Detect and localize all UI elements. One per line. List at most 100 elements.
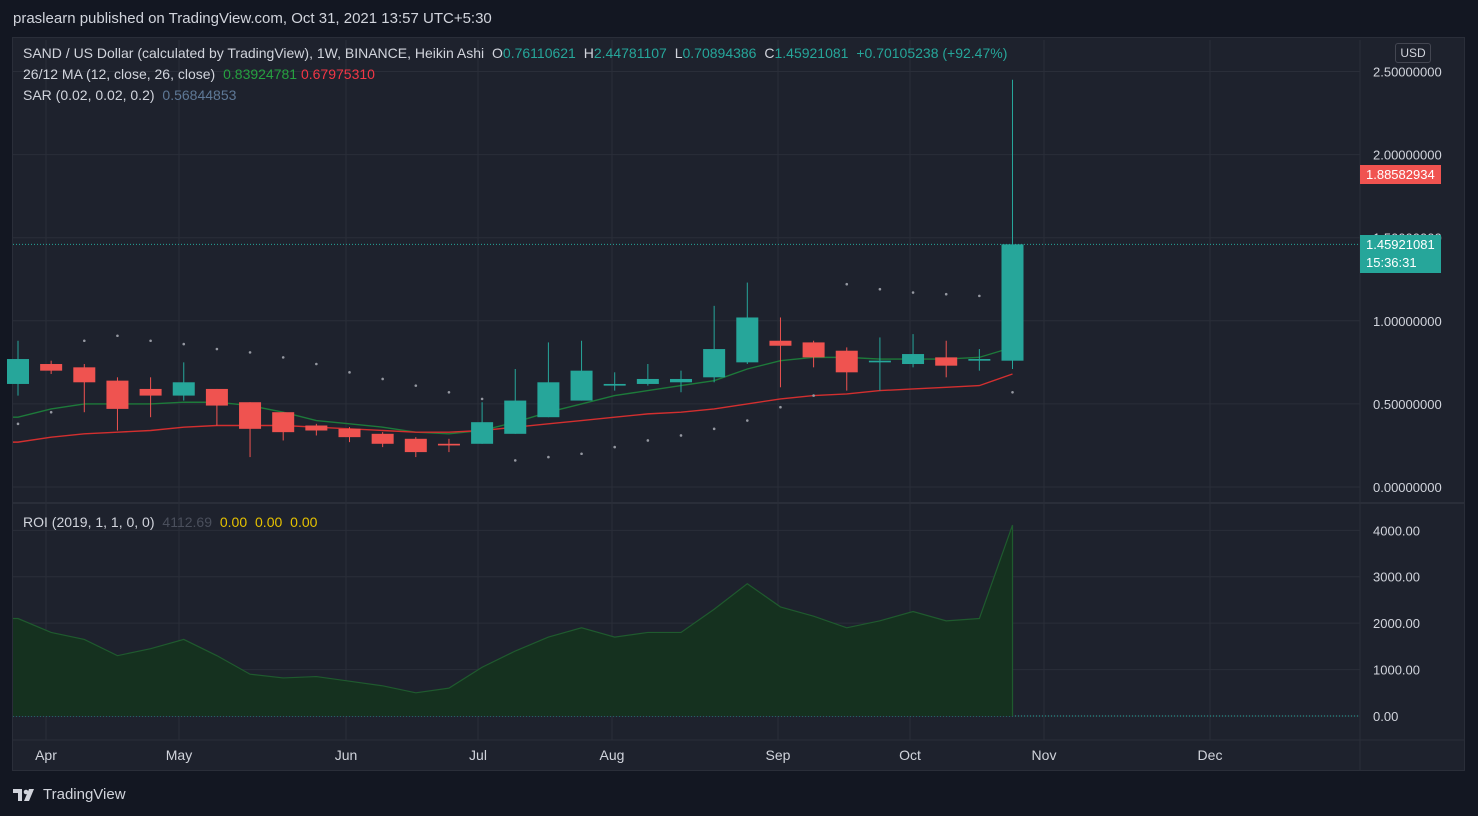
ma-fast-value: 0.83924781 bbox=[223, 66, 298, 82]
sar-dot bbox=[83, 339, 86, 343]
candle bbox=[603, 372, 626, 391]
candle bbox=[736, 282, 759, 365]
candle bbox=[172, 362, 195, 401]
candle bbox=[106, 377, 129, 431]
month-label: Apr bbox=[35, 747, 57, 763]
sar-dot bbox=[315, 362, 318, 366]
candle-body bbox=[703, 349, 726, 378]
legend-sar-row[interactable]: SAR (0.02, 0.02, 0.2) 0.56844853 bbox=[23, 87, 236, 103]
roi-tick-label: 2000.00 bbox=[1373, 616, 1420, 631]
roi-area bbox=[13, 525, 1013, 716]
sar-dot bbox=[16, 422, 20, 426]
candle-body bbox=[670, 378, 692, 383]
candle-body bbox=[471, 422, 494, 444]
candle bbox=[40, 360, 63, 374]
candle bbox=[239, 402, 262, 458]
legend-ma-row[interactable]: 26/12 MA (12, close, 26, close) 0.839247… bbox=[23, 66, 375, 82]
sar-dot bbox=[712, 427, 716, 431]
candle bbox=[7, 340, 29, 396]
tradingview-logo-icon bbox=[13, 788, 34, 801]
sar-dot bbox=[580, 452, 583, 456]
candle-body bbox=[205, 388, 228, 406]
last-price-tag: 1.45921081 15:36:31 bbox=[1360, 235, 1441, 273]
sar-dot bbox=[746, 419, 749, 422]
candle bbox=[868, 337, 891, 391]
ma-price-tag: 1.88582934 bbox=[1360, 165, 1441, 184]
sar-dot bbox=[414, 384, 418, 387]
legend-l-label: L bbox=[674, 45, 683, 61]
legend-roi-row[interactable]: ROI (2019, 1, 1, 0, 0) 4112.69 0.00 0.00… bbox=[23, 514, 317, 530]
candle bbox=[437, 438, 460, 453]
roi-tick-label: 1000.00 bbox=[1373, 663, 1420, 678]
candle-body bbox=[305, 425, 328, 431]
candle-body bbox=[570, 370, 593, 401]
candle-body bbox=[835, 350, 858, 373]
candle-body bbox=[736, 317, 759, 363]
roi-tick-label: 0.00 bbox=[1373, 709, 1398, 724]
tradingview-logo[interactable]: TradingView bbox=[13, 786, 126, 803]
candle bbox=[570, 340, 593, 401]
candle bbox=[670, 370, 692, 393]
candle-body bbox=[73, 367, 96, 383]
roi-indicator-label[interactable]: ROI (2019, 1, 1, 0, 0) bbox=[23, 514, 155, 530]
bar-countdown: 15:36:31 bbox=[1366, 255, 1417, 270]
candle bbox=[902, 334, 925, 368]
roi-value-2: 0.00 bbox=[219, 514, 248, 530]
roi-value: 4112.69 bbox=[162, 514, 212, 530]
month-label: May bbox=[166, 747, 192, 763]
sar-dots bbox=[16, 282, 1014, 462]
candle-body bbox=[1001, 244, 1024, 361]
candle-body bbox=[106, 380, 129, 409]
candle bbox=[205, 388, 228, 426]
sar-dot bbox=[911, 291, 915, 294]
sar-dot bbox=[281, 356, 285, 359]
legend-close: 1.45921081 bbox=[774, 45, 849, 61]
month-label: Jul bbox=[469, 747, 487, 763]
sar-dot bbox=[812, 394, 815, 397]
ma-indicator-label[interactable]: 26/12 MA (12, close, 26, close) bbox=[23, 66, 216, 82]
candle-body bbox=[636, 378, 659, 384]
ma-slow-value: 0.67975310 bbox=[300, 66, 375, 82]
candle bbox=[968, 349, 991, 371]
brand-name: TradingView bbox=[43, 786, 126, 803]
legend-symbol: SAND / US Dollar (calculated by TradingV… bbox=[23, 45, 485, 61]
candle bbox=[835, 347, 858, 391]
candle-body bbox=[139, 388, 162, 396]
sar-dot bbox=[381, 377, 384, 381]
sar-dot bbox=[878, 287, 882, 291]
sar-dot bbox=[116, 334, 119, 338]
candle-body bbox=[802, 342, 825, 358]
sar-dot bbox=[149, 339, 152, 343]
candle bbox=[1001, 79, 1024, 369]
sar-dot bbox=[1011, 390, 1014, 394]
candle-body bbox=[7, 359, 29, 384]
legend-price-row: SAND / US Dollar (calculated by TradingV… bbox=[23, 45, 1007, 61]
sar-dot bbox=[845, 282, 849, 286]
sar-indicator-label[interactable]: SAR (0.02, 0.02, 0.2) bbox=[23, 87, 155, 103]
price-tick-label: 1.00000000 bbox=[1373, 314, 1442, 329]
month-label: Nov bbox=[1032, 747, 1057, 763]
candle-body bbox=[504, 400, 527, 434]
candle bbox=[935, 340, 958, 378]
sar-dot bbox=[348, 371, 351, 374]
roi-tick-label: 4000.00 bbox=[1373, 523, 1420, 538]
candle bbox=[636, 364, 659, 386]
sar-dot bbox=[182, 342, 186, 346]
currency-button[interactable]: USD bbox=[1395, 43, 1431, 63]
candle-body bbox=[968, 359, 991, 361]
publisher-line: praslearn published on TradingView.com, … bbox=[13, 10, 492, 27]
candle bbox=[305, 423, 328, 436]
sar-dot bbox=[944, 292, 948, 296]
candle bbox=[471, 402, 494, 444]
sar-dot bbox=[215, 347, 219, 351]
last-price-value: 1.45921081 bbox=[1366, 237, 1435, 252]
roi-pane bbox=[13, 524, 1014, 716]
sar-dot bbox=[679, 434, 683, 437]
price-tick-label: 0.50000000 bbox=[1373, 397, 1442, 412]
candle-body bbox=[371, 433, 394, 444]
candle bbox=[769, 317, 792, 388]
candle bbox=[504, 368, 527, 434]
candle bbox=[139, 377, 162, 418]
sar-value: 0.56844853 bbox=[162, 87, 237, 103]
